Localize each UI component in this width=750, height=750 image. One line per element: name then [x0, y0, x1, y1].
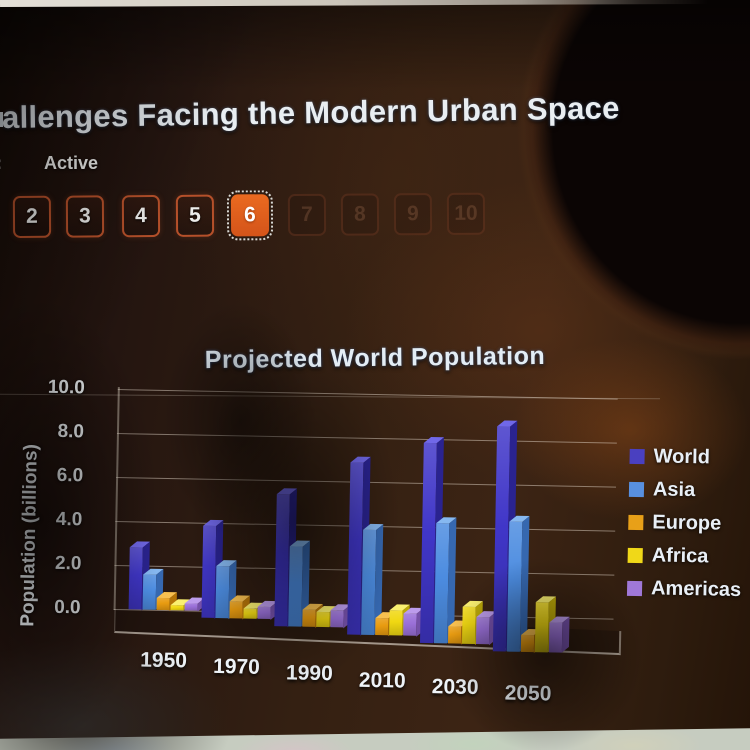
legend-item-africa: Africa: [627, 543, 742, 567]
chart-legend: World Asia Europe Africa Americas: [626, 444, 744, 613]
legend-item-asia: Asia: [628, 477, 743, 501]
bar-asia-2050: [506, 515, 530, 652]
bar-europe-1990: [302, 603, 323, 627]
bar-europe-2050: [520, 628, 542, 653]
status-label: Active: [44, 153, 99, 173]
bar-world-1970: [201, 519, 224, 618]
bar-europe-2030: [447, 620, 469, 644]
bar-side-face: [561, 616, 570, 653]
bar-africa-2050: [534, 596, 557, 653]
y-gridline-8.0: [116, 433, 617, 444]
bar-world-1950: [128, 540, 151, 610]
bar-americas-1970: [257, 600, 278, 620]
legend-swatch-africa: [627, 547, 643, 563]
bar-world-1990: [274, 487, 298, 627]
bar-africa-2030: [461, 600, 483, 644]
chart-region: Population (billions) World Asia Europe Afr…: [16, 336, 741, 740]
y-tick-label-8.0: 8.0: [57, 420, 85, 443]
question-button-3[interactable]: 3: [65, 195, 105, 238]
legend-label-world: World: [653, 444, 711, 468]
y-tick-label-10.0: 10.0: [47, 376, 86, 399]
y-tick-label-6.0: 6.0: [56, 464, 84, 487]
page-title: allenges Facing the Modern Urban Space: [1, 90, 620, 135]
bar-africa-1970: [243, 602, 264, 619]
question-button-4[interactable]: 4: [121, 194, 161, 238]
legend-label-africa: Africa: [651, 543, 709, 567]
question-button-2[interactable]: 2: [12, 195, 52, 238]
legend-swatch-americas: [626, 580, 643, 596]
bar-asia-1950: [142, 568, 164, 610]
bar-africa-2010: [389, 604, 410, 636]
status-prefix: :: [0, 153, 2, 174]
y-tick-label-4.0: 4.0: [55, 508, 83, 531]
bar-asia-2010: [361, 523, 384, 636]
bar-americas-1950: [184, 596, 205, 611]
legend-label-americas: Americas: [650, 576, 742, 601]
question-button-8: 8: [340, 193, 380, 236]
bar-americas-2030: [475, 610, 497, 645]
y-tick-label-2.0: 2.0: [54, 552, 82, 575]
bar-europe-2010: [375, 611, 396, 636]
bar-africa-1990: [316, 606, 337, 628]
top-bezel-glare-strip: [0, 0, 746, 7]
y-gridline-10.0: [117, 389, 618, 400]
legend-label-asia: Asia: [652, 477, 696, 501]
question-button-7: 7: [287, 193, 327, 237]
y-axis-line: [113, 387, 120, 611]
legend-item-world: World: [629, 444, 743, 468]
legend-item-europe: Europe: [628, 510, 742, 535]
bar-americas-1990: [330, 603, 351, 628]
bar-americas-2050: [548, 616, 570, 653]
bar-asia-1990: [288, 540, 311, 627]
question-button-10: 10: [446, 192, 486, 235]
question-button-5[interactable]: 5: [175, 194, 215, 237]
bar-africa-1950: [170, 599, 191, 611]
bar-asia-1970: [215, 559, 237, 619]
legend-swatch-asia: [628, 481, 645, 497]
legend-label-europe: Europe: [652, 510, 722, 535]
bar-americas-2010: [403, 607, 424, 636]
question-button-6[interactable]: 6: [226, 190, 274, 241]
chart-title: Projected World Population: [204, 341, 546, 375]
question-button-9: 9: [393, 193, 433, 236]
legend-item-americas: Americas: [626, 576, 742, 601]
question-nav: 2 3 4 5 6 7 8 9 10: [12, 190, 553, 244]
legend-swatch-world: [629, 448, 645, 464]
bar-europe-1950: [156, 591, 178, 611]
y-tick-label-0.0: 0.0: [53, 596, 81, 619]
x-category-label-2050: 2050: [504, 681, 552, 706]
legend-swatch-europe: [628, 514, 644, 530]
bar-asia-2030: [433, 517, 457, 644]
page-title-cut-fragment: [0, 112, 3, 127]
bar-europe-1970: [229, 594, 251, 619]
